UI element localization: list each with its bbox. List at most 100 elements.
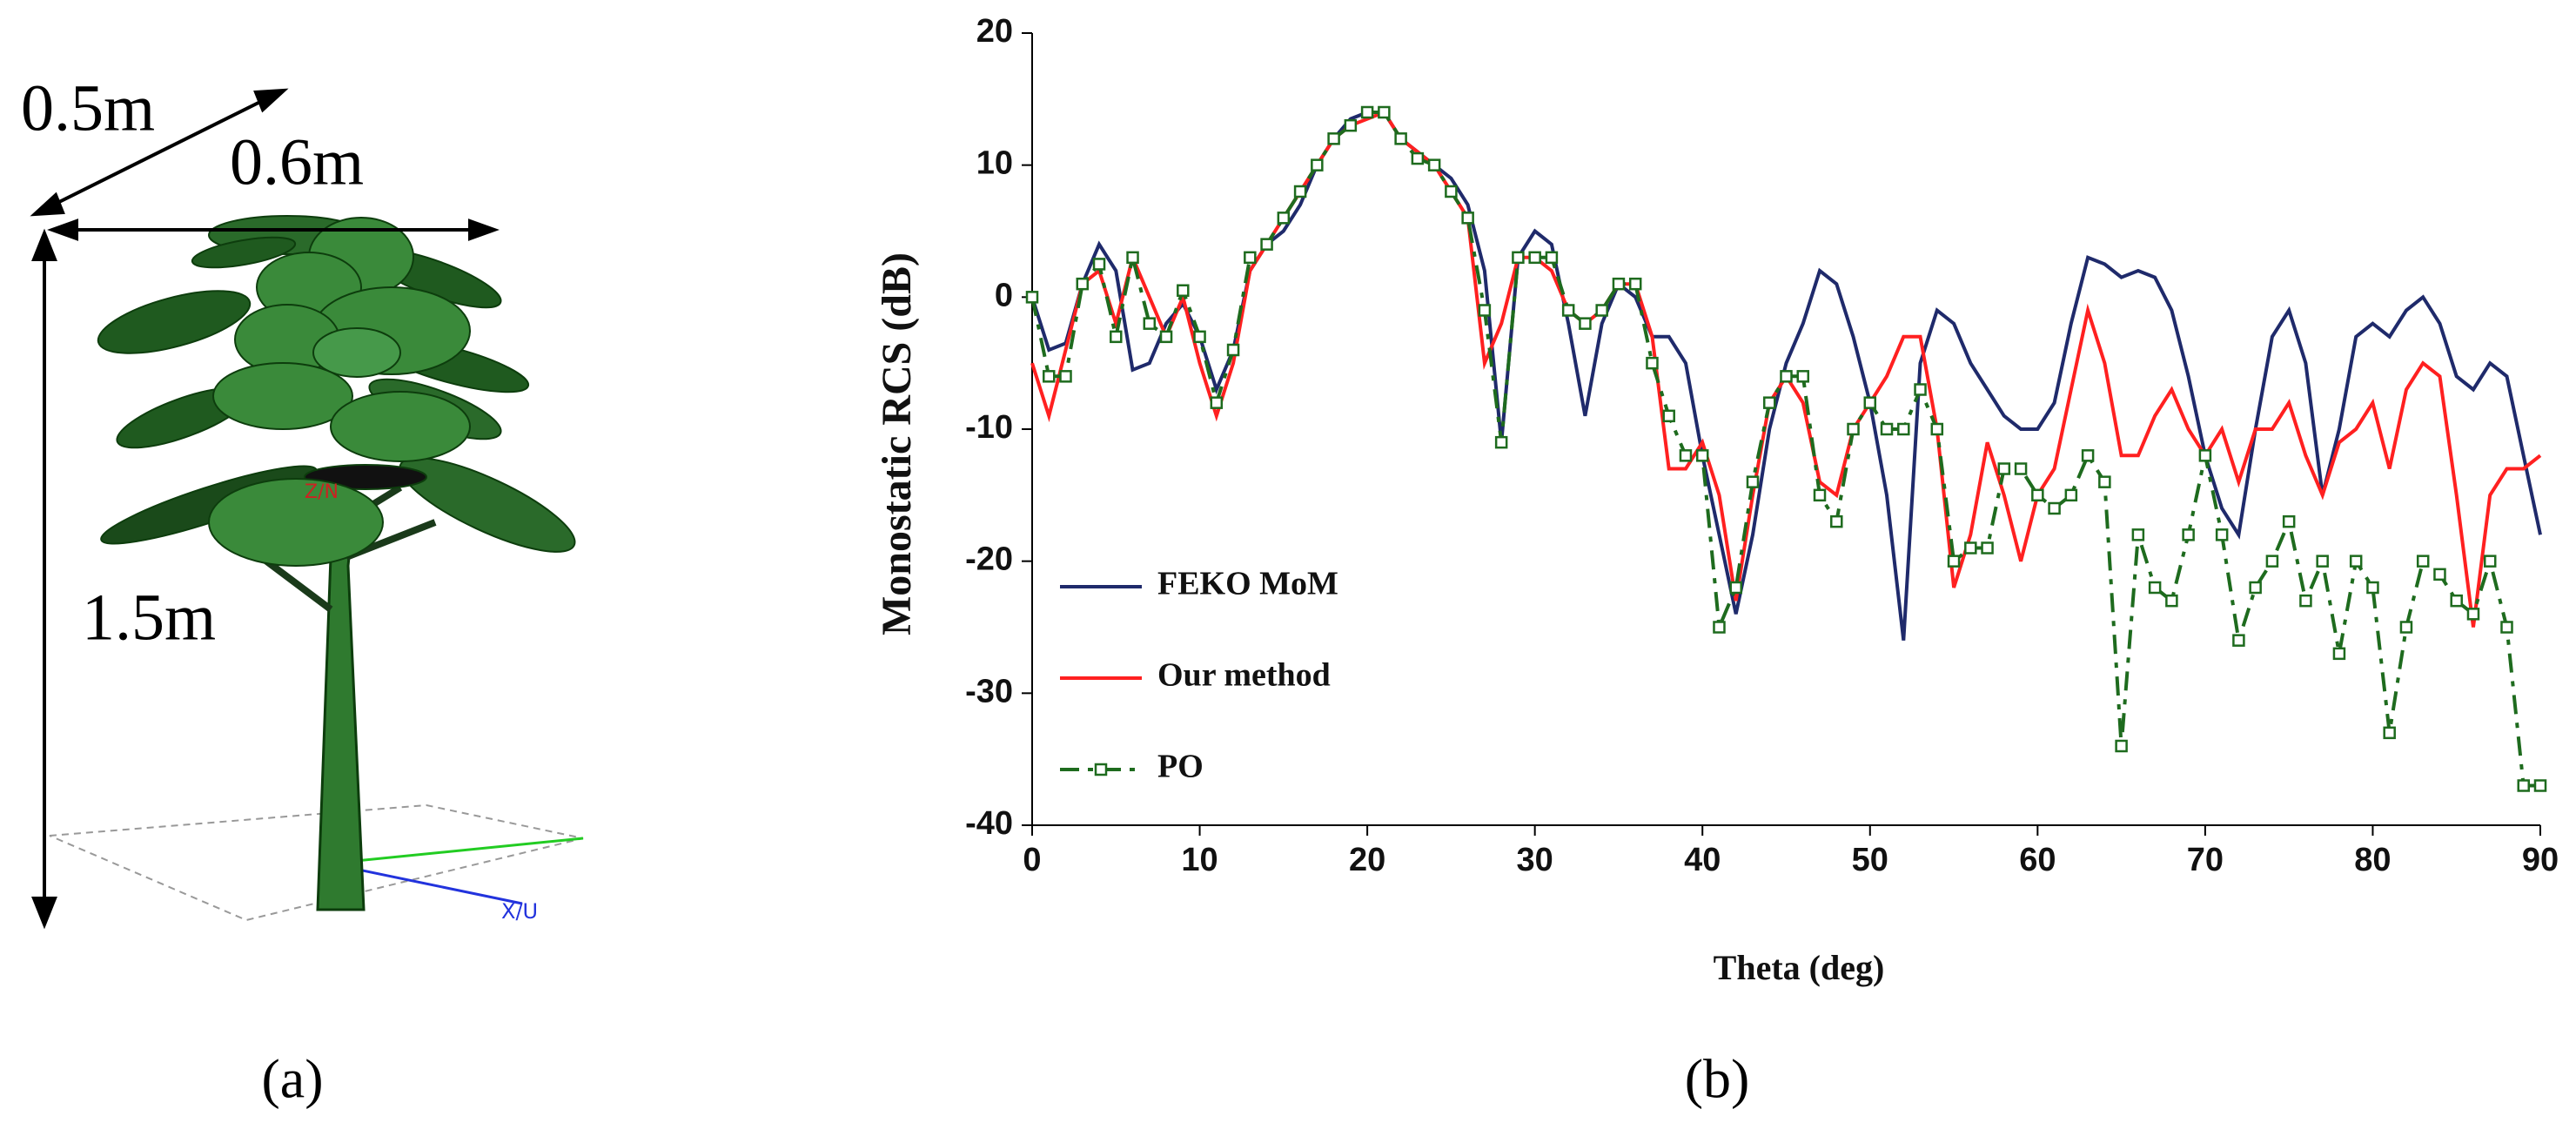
- series: [1030, 111, 2542, 641]
- marker: [2232, 634, 2245, 647]
- marker: [2115, 739, 2128, 753]
- marker: [1579, 317, 1592, 330]
- marker: [2064, 488, 2078, 502]
- x-tick-label: 60: [2019, 842, 2056, 878]
- x-axis-label: X/U: [501, 899, 538, 924]
- marker: [1561, 304, 1575, 317]
- marker: [1327, 132, 1340, 145]
- marker: [2249, 581, 2262, 595]
- marker: [2399, 621, 2413, 634]
- dimension-arrows: [30, 88, 500, 930]
- marker: [1159, 330, 1173, 344]
- marker: [2450, 594, 2463, 608]
- legend-label: Our method: [1157, 657, 1331, 694]
- marker: [2517, 779, 2530, 792]
- marker: [1092, 258, 1106, 271]
- y-tick-label: -20: [965, 541, 1013, 578]
- marker: [1762, 396, 1776, 409]
- marker: [2383, 726, 2396, 740]
- marker: [1662, 409, 1675, 423]
- x-tick-label: 30: [1517, 842, 1553, 878]
- x-tick-label: 90: [2522, 842, 2559, 878]
- x-tick-label: 10: [1181, 842, 1218, 878]
- series: [1025, 105, 2547, 792]
- marker: [1830, 514, 1843, 528]
- marker: [2198, 449, 2212, 462]
- marker: [2014, 462, 2028, 475]
- marker: [1997, 462, 2011, 475]
- marker: [1427, 158, 1441, 171]
- marker: [1025, 291, 1039, 304]
- marker: [2182, 528, 2195, 541]
- marker: [1628, 277, 1642, 291]
- marker: [1612, 277, 1626, 291]
- marker: [2366, 581, 2379, 595]
- y-tick-label: -30: [965, 673, 1013, 709]
- marker: [1528, 251, 1541, 265]
- marker: [2148, 581, 2162, 595]
- y-tick-label: -40: [965, 805, 1013, 842]
- marker: [1360, 105, 1374, 119]
- y-axis-title: Monostatic RCS (dB): [874, 252, 920, 635]
- marker: [2416, 555, 2430, 568]
- marker: [2282, 514, 2296, 528]
- marker: [1695, 449, 1709, 462]
- marker: [1796, 370, 1810, 383]
- marker: [1076, 277, 1090, 291]
- marker: [1964, 541, 1977, 555]
- marker: [1260, 238, 1273, 251]
- marker: [2533, 779, 2547, 792]
- marker: [2483, 555, 2497, 568]
- line: [1030, 111, 2542, 641]
- marker: [1110, 330, 1123, 344]
- marker: [1210, 396, 1224, 409]
- z-axis-label: Z/N: [305, 481, 339, 503]
- marker: [2215, 528, 2229, 541]
- x-tick-label: 40: [1684, 842, 1721, 878]
- marker: [1043, 370, 1056, 383]
- marker: [2433, 568, 2446, 581]
- marker: [1344, 118, 1358, 132]
- marker: [2081, 449, 2095, 462]
- legend-label: FEKO MoM: [1157, 566, 1338, 602]
- marker: [2098, 475, 2111, 488]
- x-tick-label: 80: [2354, 842, 2391, 878]
- y-tick-label: 10: [976, 145, 1013, 182]
- marker: [1277, 212, 1291, 225]
- marker: [1177, 284, 1190, 297]
- x-tick-label: 0: [1023, 842, 1041, 878]
- marker: [1595, 304, 1608, 317]
- marker: [2500, 621, 2513, 634]
- marker: [1126, 251, 1139, 265]
- marker: [1780, 370, 1793, 383]
- marker: [1244, 251, 1257, 265]
- marker: [1143, 317, 1157, 330]
- x-axis-title: Theta (deg): [1714, 948, 1885, 987]
- marker: [2131, 528, 2145, 541]
- marker: [1445, 185, 1458, 198]
- height-label: 1.5m: [82, 581, 216, 654]
- marker: [2299, 594, 2312, 608]
- legend-marker: [1094, 763, 1108, 776]
- marker: [1863, 396, 1877, 409]
- marker: [1311, 158, 1324, 171]
- x-tick-label: 70: [2187, 842, 2224, 878]
- marker: [2466, 608, 2480, 621]
- marker: [1411, 151, 1425, 165]
- panel-caption: (a): [261, 1048, 323, 1110]
- marker: [1394, 132, 1407, 145]
- marker: [2031, 488, 2044, 502]
- y-axis-line: [328, 837, 584, 865]
- tree-model: 0.5m 0.6m 1.5m Z/N X/U (a): [21, 71, 584, 1110]
- marker: [1947, 555, 1961, 568]
- marker: [2048, 501, 2061, 515]
- y-tick-label: 0: [995, 277, 1013, 313]
- panel-caption: (b): [1685, 1048, 1750, 1110]
- y-tick-label: 20: [976, 13, 1013, 50]
- marker: [1729, 581, 1742, 595]
- marker: [1679, 449, 1693, 462]
- marker: [1545, 251, 1559, 265]
- marker: [2349, 555, 2363, 568]
- marker: [2265, 555, 2279, 568]
